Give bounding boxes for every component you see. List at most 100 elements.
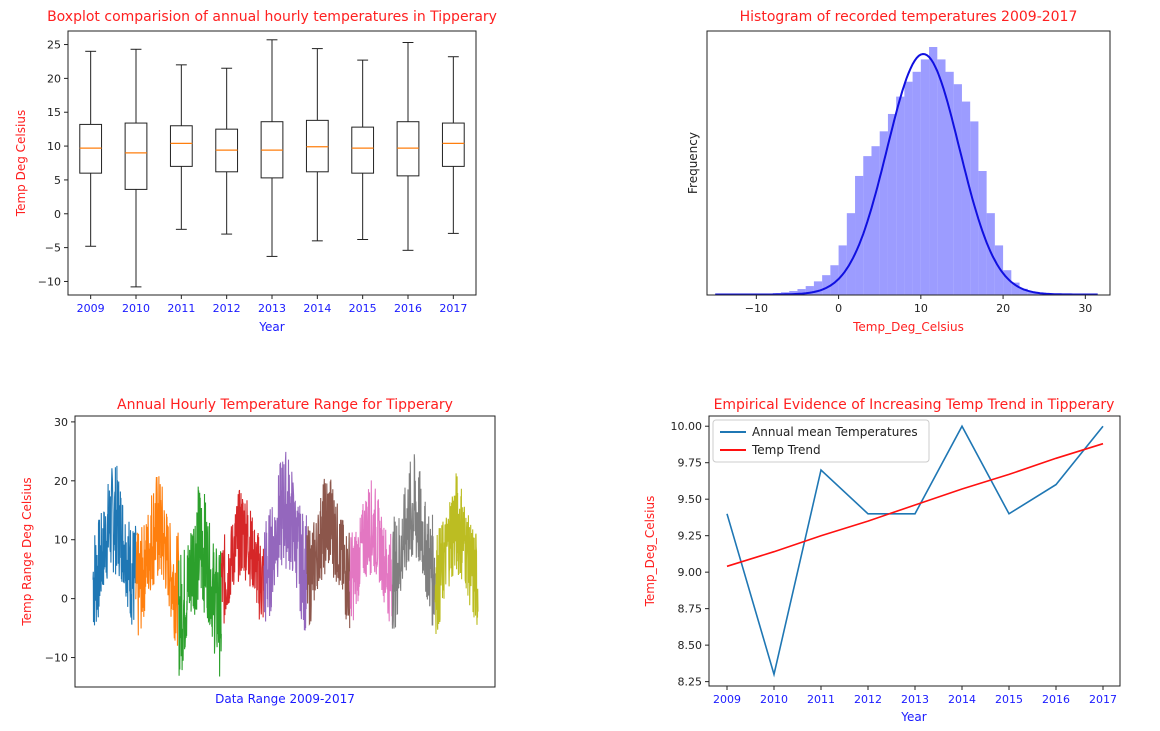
boxplot-box-2014: [305, 48, 329, 242]
boxplot-box-2016: [396, 42, 420, 251]
histogram-bar: [961, 101, 971, 295]
histogram-bar: [904, 81, 913, 295]
histogram-bar: [863, 156, 872, 295]
boxplot-iqr: [124, 122, 148, 190]
boxplot-xtick-label: 2014: [303, 302, 331, 315]
histogram-bar: [1011, 282, 1020, 295]
range-series-1: [92, 465, 137, 626]
trend-legend: Annual mean Temperatures Temp Trend: [712, 419, 930, 463]
boxplot-xtick-label: 2011: [167, 302, 195, 315]
histogram-bar: [1003, 270, 1012, 295]
boxplot-chart: Boxplot comparision of annual hourly tem…: [14, 9, 497, 334]
range-series-2: [135, 476, 180, 646]
boxplot-box-2013: [260, 39, 284, 257]
range-ytick-label: 0: [61, 593, 68, 606]
boxplot-iqr: [351, 126, 375, 174]
histogram-xtick-label: 0: [835, 302, 842, 315]
boxplot-iqr: [169, 125, 193, 167]
trend-chart: Empirical Evidence of Increasing Temp Tr…: [643, 397, 1121, 724]
histogram-bar: [994, 245, 1004, 295]
boxplot-xtick-label: 2010: [122, 302, 150, 315]
trend-series-1: [726, 424, 1104, 678]
boxplot-iqr: [79, 123, 103, 174]
histogram-ylabel: Frequency: [686, 132, 700, 194]
trend-ytick-label: 9.75: [678, 457, 703, 470]
trend-xlabel: Year: [900, 710, 926, 724]
histogram-bar: [879, 131, 888, 295]
histogram-bar: [830, 265, 839, 295]
histogram-frame: [706, 30, 1111, 296]
histogram-chart: Histogram of recorded temperatures 2009-…: [686, 9, 1111, 334]
boxplot-xtick-label: 2013: [258, 302, 286, 315]
trend-title: Empirical Evidence of Increasing Temp Tr…: [714, 397, 1115, 413]
boxplot-ytick-label: −5: [45, 242, 61, 255]
histogram-xtick-label: 30: [1078, 302, 1092, 315]
boxplot-ytick-label: 15: [47, 106, 61, 119]
range-title: Annual Hourly Temperature Range for Tipp…: [117, 397, 453, 413]
histogram-bar: [953, 84, 962, 295]
boxplot-box-2012: [215, 67, 239, 235]
boxplot-iqr: [441, 122, 465, 167]
boxplot-ytick-label: 10: [47, 140, 61, 153]
boxplot-xtick-label: 2017: [439, 302, 467, 315]
histogram-bar: [871, 146, 880, 295]
histogram-bar: [1035, 293, 1045, 295]
trend-xtick-label: 2014: [948, 693, 976, 706]
boxplot-ytick-label: 5: [54, 174, 61, 187]
trend-ytick-label: 8.25: [678, 676, 703, 689]
range-xlabel: Data Range 2009-2017: [215, 692, 355, 706]
trend-xtick-label: 2016: [1042, 693, 1070, 706]
histogram-bar: [929, 47, 938, 295]
boxplot-xtick-label: 2012: [213, 302, 241, 315]
boxplot-ytick-label: 0: [54, 208, 61, 221]
histogram-bar: [822, 275, 831, 295]
boxplot-box-2015: [351, 59, 375, 240]
trend-xtick-label: 2012: [854, 693, 882, 706]
trend-ytick-label: 9.25: [678, 530, 703, 543]
trend-ytick-label: 9.50: [678, 493, 703, 506]
histogram-bar: [920, 59, 930, 296]
boxplot-box-2011: [169, 64, 193, 230]
trend-xtick-label: 2009: [713, 693, 741, 706]
histogram-xlabel: Temp_Deg_Celsius: [852, 320, 964, 334]
trend-ylabel: Temp_Deg_Celsius: [643, 496, 657, 608]
range-ytick-label: 30: [54, 416, 68, 429]
trend-xtick-label: 2017: [1089, 693, 1117, 706]
trend-xtick-label: 2013: [901, 693, 929, 706]
histogram-bar: [937, 59, 946, 296]
histogram-bar: [797, 289, 806, 295]
histogram-bar: [912, 71, 921, 295]
boxplot-xtick-label: 2016: [394, 302, 422, 315]
histogram-bar: [838, 245, 847, 295]
boxplot-ytick-label: 20: [47, 72, 61, 85]
trend-legend-label: Temp Trend: [751, 443, 821, 457]
trend-ytick-label: 8.75: [678, 603, 703, 616]
range-series-6: [306, 478, 351, 629]
histogram-bar: [805, 286, 814, 295]
boxplot-title: Boxplot comparision of annual hourly tem…: [47, 9, 497, 25]
trend-ytick-label: 9.00: [678, 566, 703, 579]
boxplot-xtick-label: 2015: [349, 302, 377, 315]
boxplot-iqr: [305, 119, 329, 173]
range-chart: Annual Hourly Temperature Range for Tipp…: [20, 397, 496, 706]
histogram-bar: [896, 96, 905, 295]
trend-xtick-label: 2011: [807, 693, 835, 706]
trend-legend-box: [712, 419, 930, 463]
range-series-4: [220, 489, 265, 624]
histogram-kde-line: [715, 52, 1098, 296]
range-frame: [74, 415, 496, 688]
trend-ytick-label: 8.50: [678, 639, 703, 652]
range-ytick-label: −10: [45, 652, 68, 665]
range-ytick-label: 10: [54, 534, 68, 547]
boxplot-box-2017: [441, 56, 465, 234]
range-series-8: [391, 454, 436, 629]
histogram-xtick-label: −10: [745, 302, 768, 315]
trend-series-2: [726, 442, 1104, 568]
histogram-bar: [813, 281, 823, 295]
boxplot-box-2010: [124, 48, 148, 288]
trend-xtick-label: 2015: [995, 693, 1023, 706]
range-series-5: [263, 451, 308, 631]
range-series-3: [178, 486, 222, 677]
range-series-9: [434, 473, 479, 635]
